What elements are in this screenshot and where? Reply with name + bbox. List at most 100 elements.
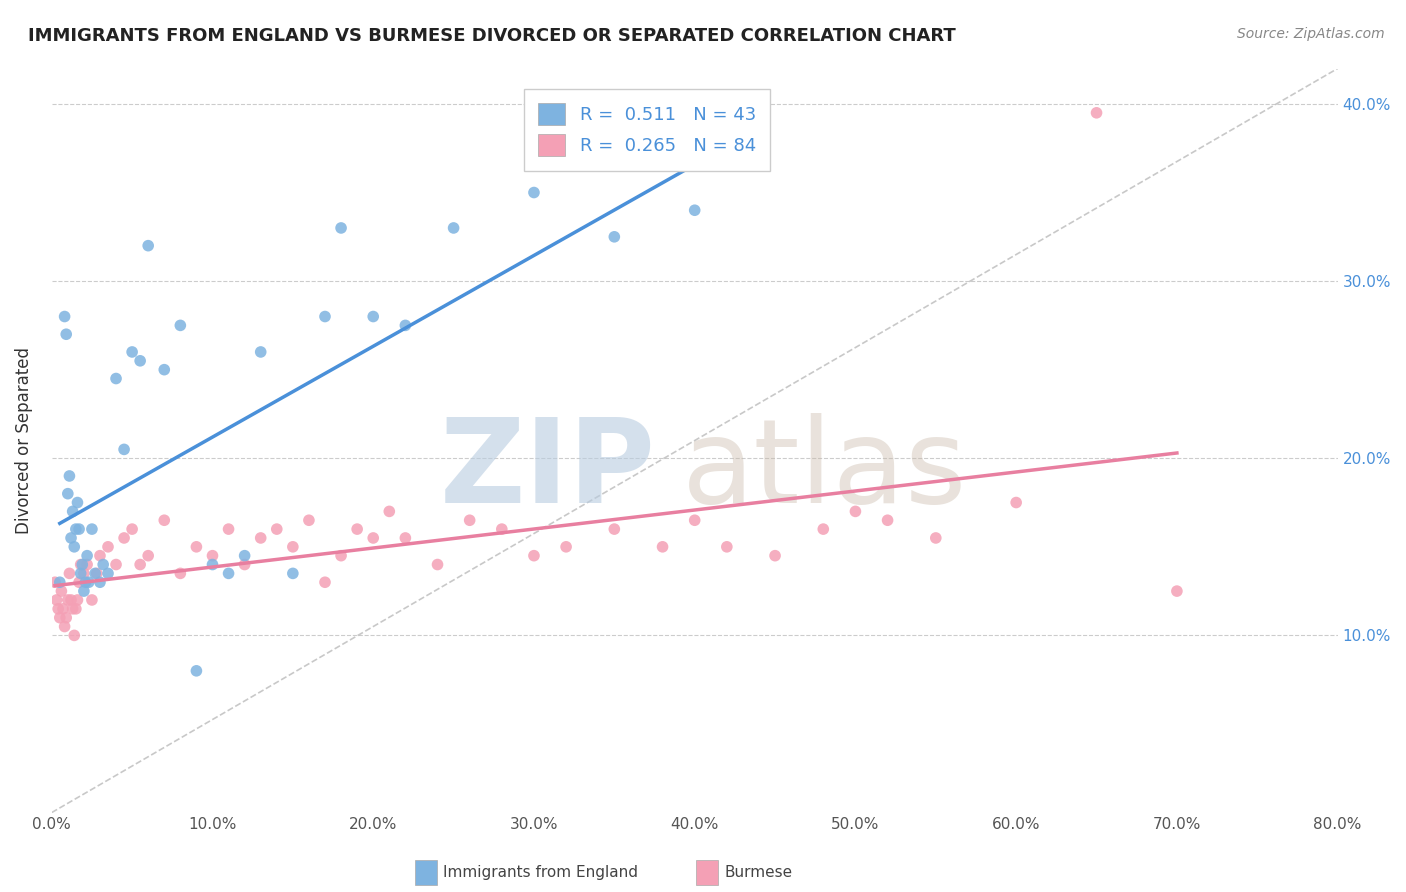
Point bbox=[75, 575, 97, 590]
Point bbox=[683, 203, 706, 218]
Point bbox=[69, 558, 91, 572]
Point bbox=[330, 221, 353, 235]
Point bbox=[73, 566, 96, 581]
Point bbox=[89, 549, 111, 563]
Point bbox=[523, 186, 546, 200]
Point bbox=[63, 540, 86, 554]
Text: IMMIGRANTS FROM ENGLAND VS BURMESE DIVORCED OR SEPARATED CORRELATION CHART: IMMIGRANTS FROM ENGLAND VS BURMESE DIVOR… bbox=[28, 27, 956, 45]
Point bbox=[426, 558, 449, 572]
Point bbox=[603, 229, 626, 244]
Point bbox=[249, 531, 271, 545]
Point bbox=[53, 310, 76, 324]
Point bbox=[67, 575, 90, 590]
Legend: R =  0.511   N = 43, R =  0.265   N = 84: R = 0.511 N = 43, R = 0.265 N = 84 bbox=[523, 88, 770, 170]
Point bbox=[45, 593, 67, 607]
Point bbox=[76, 558, 98, 572]
Point bbox=[60, 531, 83, 545]
Point bbox=[46, 602, 69, 616]
Point bbox=[73, 584, 96, 599]
Point bbox=[62, 602, 84, 616]
Point bbox=[153, 513, 176, 527]
Point bbox=[201, 558, 224, 572]
Point bbox=[55, 327, 77, 342]
Point bbox=[112, 531, 135, 545]
Text: Source: ZipAtlas.com: Source: ZipAtlas.com bbox=[1237, 27, 1385, 41]
Point bbox=[129, 353, 152, 368]
Point bbox=[80, 522, 103, 536]
Point bbox=[346, 522, 368, 536]
Y-axis label: Divorced or Separated: Divorced or Separated bbox=[15, 347, 32, 534]
Point bbox=[84, 566, 107, 581]
Point bbox=[683, 513, 706, 527]
Point bbox=[60, 593, 83, 607]
Point bbox=[136, 549, 159, 563]
Point bbox=[844, 504, 866, 518]
Point bbox=[233, 549, 256, 563]
Point bbox=[136, 238, 159, 252]
Point bbox=[361, 531, 384, 545]
Point bbox=[91, 558, 114, 572]
Point bbox=[361, 310, 384, 324]
Point bbox=[69, 566, 91, 581]
Point bbox=[1005, 495, 1028, 509]
Point bbox=[49, 610, 72, 624]
Point bbox=[105, 558, 128, 572]
Point bbox=[169, 566, 191, 581]
Point bbox=[458, 513, 481, 527]
Point bbox=[55, 610, 77, 624]
Point bbox=[129, 558, 152, 572]
Point bbox=[651, 540, 673, 554]
Text: Burmese: Burmese bbox=[724, 865, 792, 880]
Point bbox=[314, 575, 336, 590]
Point bbox=[56, 486, 79, 500]
Point bbox=[63, 628, 86, 642]
Point bbox=[65, 602, 87, 616]
Point bbox=[105, 371, 128, 385]
Point bbox=[186, 540, 208, 554]
Point bbox=[394, 318, 416, 333]
Point bbox=[51, 584, 73, 599]
Point bbox=[86, 566, 108, 581]
Point bbox=[186, 664, 208, 678]
Point bbox=[555, 540, 578, 554]
Point bbox=[281, 566, 304, 581]
Point bbox=[876, 513, 898, 527]
Point bbox=[121, 345, 143, 359]
Point bbox=[49, 575, 72, 590]
Point bbox=[763, 549, 786, 563]
Point bbox=[77, 575, 100, 590]
Point bbox=[603, 522, 626, 536]
Point bbox=[52, 602, 75, 616]
Point bbox=[58, 566, 80, 581]
Point bbox=[66, 495, 89, 509]
Text: ZIP: ZIP bbox=[440, 413, 657, 528]
Point bbox=[218, 566, 240, 581]
Point bbox=[443, 221, 465, 235]
Point bbox=[249, 345, 271, 359]
Point bbox=[67, 522, 90, 536]
Point bbox=[233, 558, 256, 572]
Point bbox=[65, 522, 87, 536]
Point bbox=[44, 575, 66, 590]
Point bbox=[378, 504, 401, 518]
Point bbox=[925, 531, 948, 545]
Point bbox=[112, 442, 135, 457]
Point bbox=[53, 619, 76, 633]
Point bbox=[66, 593, 89, 607]
Point bbox=[201, 549, 224, 563]
Point bbox=[80, 593, 103, 607]
Point bbox=[218, 522, 240, 536]
Point bbox=[298, 513, 321, 527]
Point bbox=[1085, 105, 1108, 120]
Point bbox=[281, 540, 304, 554]
Point bbox=[266, 522, 288, 536]
Text: Immigrants from England: Immigrants from England bbox=[443, 865, 638, 880]
Point bbox=[153, 362, 176, 376]
Point bbox=[169, 318, 191, 333]
Point bbox=[523, 549, 546, 563]
Point bbox=[62, 504, 84, 518]
Point bbox=[97, 566, 120, 581]
Point bbox=[394, 531, 416, 545]
Point bbox=[76, 549, 98, 563]
Point bbox=[58, 469, 80, 483]
